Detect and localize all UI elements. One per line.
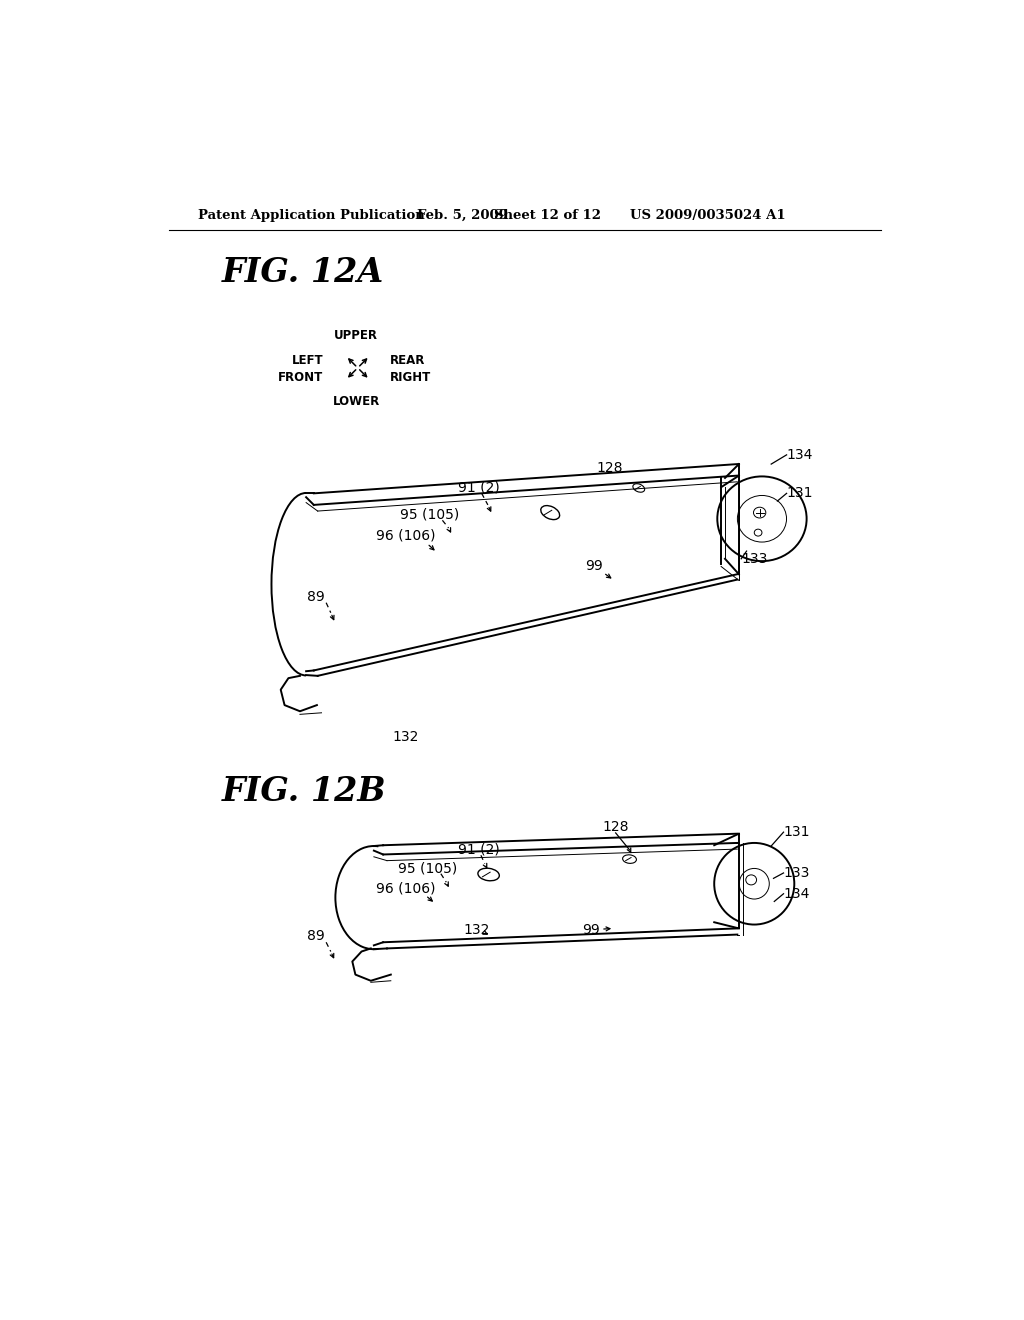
Text: FIG. 12A: FIG. 12A — [221, 256, 384, 289]
Text: Patent Application Publication: Patent Application Publication — [199, 209, 425, 222]
Text: 89: 89 — [307, 590, 325, 605]
Text: 131: 131 — [786, 486, 813, 500]
Text: US 2009/0035024 A1: US 2009/0035024 A1 — [630, 209, 785, 222]
Text: 91 (2): 91 (2) — [458, 843, 500, 857]
Text: 89: 89 — [307, 929, 325, 942]
Text: 133: 133 — [741, 552, 768, 566]
Text: 134: 134 — [783, 887, 810, 900]
Text: 128: 128 — [602, 820, 629, 834]
Text: LOWER: LOWER — [333, 395, 380, 408]
Text: 96 (106): 96 (106) — [376, 882, 435, 895]
Text: REAR: REAR — [390, 354, 425, 367]
Text: Feb. 5, 2009: Feb. 5, 2009 — [417, 209, 508, 222]
Text: 134: 134 — [786, 447, 813, 462]
Text: 131: 131 — [783, 825, 810, 840]
Text: 128: 128 — [596, 461, 623, 475]
Text: 132: 132 — [392, 730, 419, 744]
Text: 91 (2): 91 (2) — [458, 480, 500, 494]
Text: RIGHT: RIGHT — [390, 371, 431, 384]
Text: 95 (105): 95 (105) — [398, 862, 458, 875]
Text: 132: 132 — [464, 923, 490, 937]
Text: FIG. 12B: FIG. 12B — [221, 775, 386, 808]
Text: 99: 99 — [583, 923, 600, 937]
Text: 99: 99 — [586, 560, 603, 573]
Text: 96 (106): 96 (106) — [377, 529, 436, 543]
Text: UPPER: UPPER — [334, 330, 378, 342]
Text: 95 (105): 95 (105) — [399, 507, 459, 521]
Text: 133: 133 — [783, 866, 810, 880]
Text: Sheet 12 of 12: Sheet 12 of 12 — [494, 209, 601, 222]
Text: LEFT: LEFT — [292, 354, 323, 367]
Text: FRONT: FRONT — [278, 371, 323, 384]
